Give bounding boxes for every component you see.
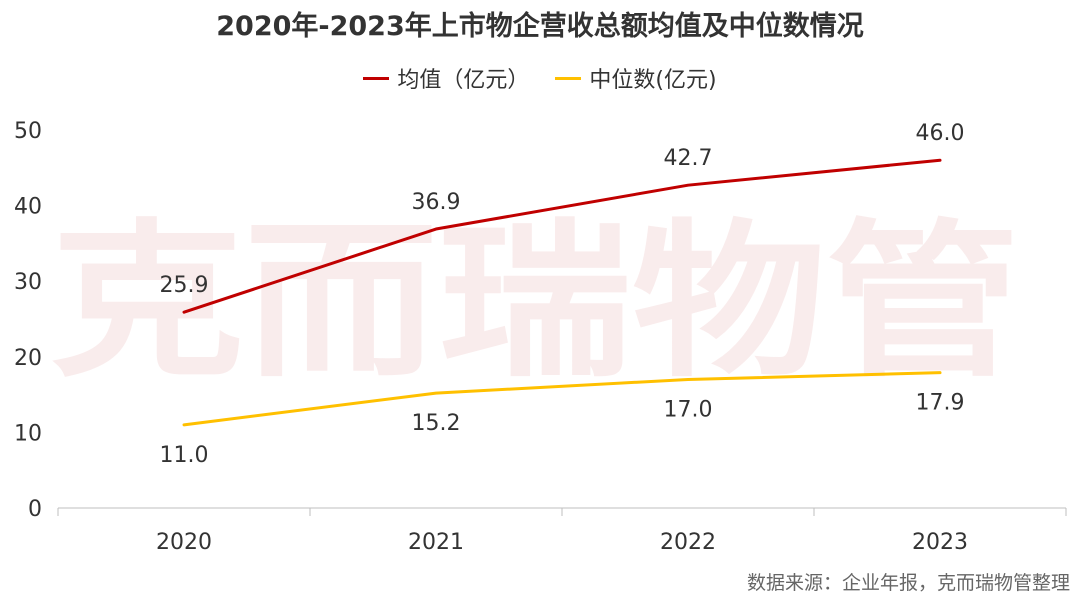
data-label-median: 11.0 — [160, 443, 209, 468]
series-line-mean — [182, 158, 942, 314]
data-label-median: 15.2 — [412, 411, 461, 436]
legend-item-mean: 均值（亿元） — [363, 62, 529, 94]
data-label-mean: 42.7 — [664, 146, 713, 171]
data-label-mean: 25.9 — [160, 273, 209, 298]
x-tick-label: 2022 — [660, 530, 716, 555]
legend-swatch-median — [555, 76, 582, 80]
source-note: 数据来源：企业年报，克而瑞物管整理 — [746, 572, 1070, 594]
labels-layer: 25.9 36.9 42.7 46.0 11.0 15.2 17.0 17.9 — [160, 121, 965, 468]
legend-label-mean: 均值（亿元） — [397, 68, 530, 93]
legend-item-median: 中位数(亿元) — [555, 62, 717, 94]
watermark: 克而瑞物管 — [50, 204, 1020, 400]
series-layer — [182, 158, 942, 427]
data-label-mean: 36.9 — [412, 190, 461, 215]
x-tick-label: 2023 — [912, 530, 968, 555]
y-tick-label: 30 — [14, 270, 42, 295]
legend-swatch-mean — [363, 76, 390, 80]
data-label-median: 17.9 — [916, 391, 965, 416]
y-tick-label: 10 — [14, 421, 42, 446]
y-tick-label: 20 — [14, 346, 42, 371]
series-line-median — [182, 371, 942, 427]
legend-label-median: 中位数(亿元) — [589, 68, 717, 93]
y-tick-label: 40 — [14, 195, 42, 220]
x-tick-label: 2021 — [408, 530, 464, 555]
y-tick-label: 50 — [14, 119, 42, 144]
chart-title: 2020年-2023年上市物企营收总额均值及中位数情况 — [216, 11, 864, 42]
x-tick-label: 2020 — [156, 530, 212, 555]
y-tick-label: 0 — [28, 497, 42, 522]
data-label-mean: 46.0 — [916, 121, 965, 146]
axes: 2020 2021 2022 2023 0 10 20 30 40 50 — [14, 119, 1067, 555]
legend: 均值（亿元） 中位数(亿元) — [0, 62, 1080, 94]
data-label-median: 17.0 — [664, 397, 713, 422]
